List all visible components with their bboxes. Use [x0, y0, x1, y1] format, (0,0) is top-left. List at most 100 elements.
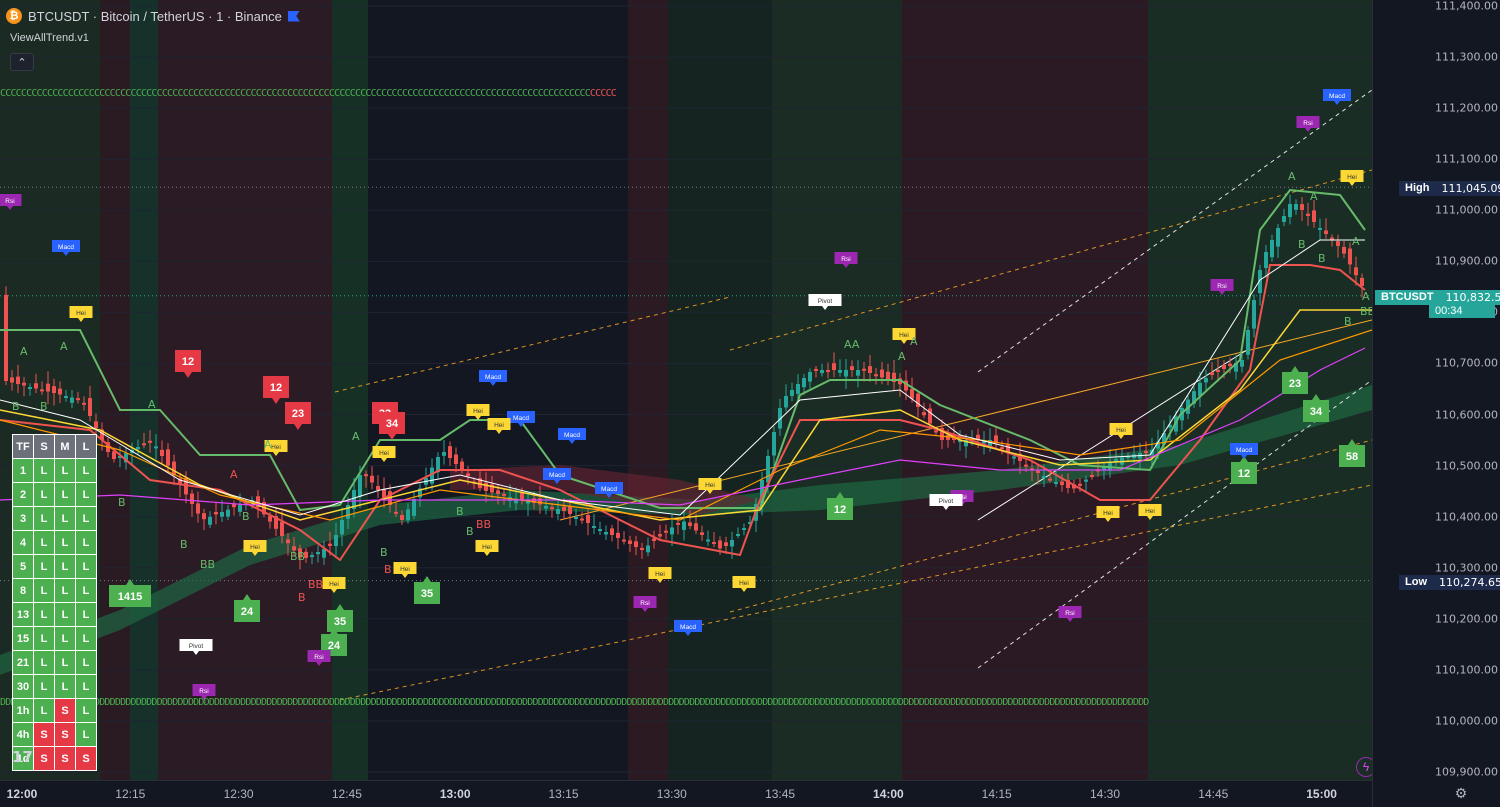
rsi-signal[interactable]: Rsi: [1058, 606, 1082, 622]
tag-shape: [1058, 606, 1082, 622]
bull-signal[interactable]: 12: [1231, 456, 1257, 484]
pattern-letter: A: [1362, 290, 1370, 303]
hei-signal[interactable]: Hei: [475, 540, 499, 556]
hei-signal[interactable]: Hei: [69, 306, 93, 322]
signal-shape: [321, 628, 347, 656]
tag-label: Hei: [329, 581, 339, 588]
lightning-icon[interactable]: ϟ: [1356, 757, 1372, 777]
candle-body: [484, 482, 488, 491]
time-axis[interactable]: 12:00 12:15 12:30 12:45 13:00 13:15 13:30 13:45…: [0, 780, 1372, 807]
hei-signal[interactable]: Hei: [1096, 506, 1120, 522]
candle-body: [1162, 433, 1166, 445]
bull-signal[interactable]: 35: [414, 576, 440, 604]
trend-cell: L: [54, 626, 76, 651]
symbol-header[interactable]: ₿ BTCUSDT · Bitcoin / TetherUS · 1 · Bin…: [6, 8, 300, 24]
candle-body: [796, 384, 800, 394]
pivot-signal[interactable]: Pivot: [929, 494, 963, 510]
rsi-signal[interactable]: Rsi: [192, 684, 216, 700]
price-axis[interactable]: 111,400.00 111,300.00 111,200.00 111,100.00…: [1372, 0, 1500, 807]
rsi-signal[interactable]: Rsi: [1296, 116, 1320, 132]
trend-cell: L: [33, 554, 55, 579]
hei-signal[interactable]: Hei: [698, 478, 722, 494]
trend-line: [559, 319, 1372, 521]
hei-signal[interactable]: Hei: [1109, 423, 1133, 439]
bull-signal[interactable]: 12: [827, 492, 853, 520]
tag-shape: [633, 596, 657, 612]
hei-signal[interactable]: Hei: [393, 562, 417, 578]
bull-signal[interactable]: 24: [234, 594, 260, 622]
bull-signal[interactable]: 1415: [109, 579, 151, 607]
macd-signal[interactable]: Macd: [674, 620, 702, 636]
pattern-letter: BB: [290, 550, 305, 563]
price-tick: 111,000.00: [1435, 203, 1498, 217]
bull-signal[interactable]: 34: [1303, 394, 1329, 422]
bear-signal[interactable]: 34: [379, 412, 405, 440]
macd-signal[interactable]: Macd: [543, 468, 571, 484]
indicator-name[interactable]: ViewAllTrend.v1: [10, 32, 89, 44]
rsi-signal[interactable]: Rsi: [0, 194, 22, 210]
hei-signal[interactable]: Hei: [732, 576, 756, 592]
candle-body: [370, 475, 374, 483]
candle-body: [904, 380, 908, 391]
collapse-button[interactable]: ⌃: [10, 53, 34, 71]
time-tick: 13:15: [548, 787, 579, 801]
hei-signal[interactable]: Hei: [892, 328, 916, 344]
tradingview-logo[interactable]: 17: [12, 748, 33, 766]
bull-signal[interactable]: 58: [1339, 439, 1365, 467]
rsi-signal[interactable]: Rsi: [1210, 279, 1234, 295]
tag-shape: [892, 328, 916, 344]
hei-signal[interactable]: Hei: [372, 446, 396, 462]
pivot-signal[interactable]: Pivot: [179, 639, 213, 655]
hei-signal[interactable]: Hei: [1340, 170, 1364, 186]
candle-body: [682, 521, 686, 530]
price-tick: 110,700.00: [1435, 356, 1498, 370]
time-tick: 14:45: [1198, 787, 1229, 801]
tag-shape: [192, 684, 216, 700]
candle-body: [718, 540, 722, 549]
hei-signal[interactable]: Hei: [466, 404, 490, 420]
macd-signal[interactable]: Macd: [1230, 443, 1258, 459]
candle-body: [58, 388, 62, 395]
bear-signal[interactable]: 23: [285, 402, 311, 430]
hei-signal[interactable]: Hei: [264, 440, 288, 456]
pivot-signal[interactable]: Pivot: [808, 294, 842, 310]
bear-signal[interactable]: 12: [175, 350, 201, 378]
hei-signal[interactable]: Hei: [1138, 504, 1162, 520]
rsi-signal[interactable]: Rsi: [834, 252, 858, 268]
macd-signal[interactable]: Macd: [52, 240, 80, 256]
timeframe-cell: 2: [12, 482, 34, 507]
chart-area[interactable]: 12122333341415243524351223345812RsiRsiRs…: [0, 0, 1372, 780]
candle-body: [1114, 459, 1118, 462]
flag-icon[interactable]: [287, 10, 300, 22]
candle-body: [226, 509, 230, 517]
macd-signal[interactable]: Macd: [1323, 89, 1351, 105]
macd-signal[interactable]: Macd: [595, 482, 623, 498]
bull-signal[interactable]: 24: [321, 628, 347, 656]
bull-signal[interactable]: 23: [1282, 366, 1308, 394]
candle-body: [1084, 479, 1088, 482]
tag-label: Macd: [485, 374, 501, 381]
price-tick: 110,100.00: [1435, 663, 1498, 677]
tag-shape: [507, 411, 535, 427]
hei-signal[interactable]: Hei: [322, 577, 346, 593]
rsi-signal[interactable]: Rsi: [307, 650, 331, 666]
bear-signal[interactable]: 12: [263, 376, 289, 404]
rsi-signal[interactable]: Rsi: [633, 596, 657, 612]
hei-signal[interactable]: Hei: [243, 540, 267, 556]
macd-signal[interactable]: Macd: [558, 428, 586, 444]
candle-body: [406, 509, 410, 521]
settings-icon[interactable]: ⚙: [1454, 784, 1468, 801]
timeframe-cell: 21: [12, 650, 34, 675]
hei-signal[interactable]: Hei: [487, 418, 511, 434]
candle-body: [646, 545, 650, 553]
trend-cell: L: [54, 530, 76, 555]
macd-signal[interactable]: Macd: [479, 370, 507, 386]
candle-body: [4, 294, 8, 381]
candle-body: [982, 440, 986, 444]
symbol-title[interactable]: BTCUSDT · Bitcoin / TetherUS · 1 · Binan…: [28, 8, 282, 24]
hei-signal[interactable]: Hei: [648, 567, 672, 583]
price-chart[interactable]: 12122333341415243524351223345812RsiRsiRs…: [0, 0, 1372, 780]
bull-signal[interactable]: 35: [327, 604, 353, 632]
pattern-letter: B: [1298, 238, 1306, 251]
macd-signal[interactable]: Macd: [507, 411, 535, 427]
